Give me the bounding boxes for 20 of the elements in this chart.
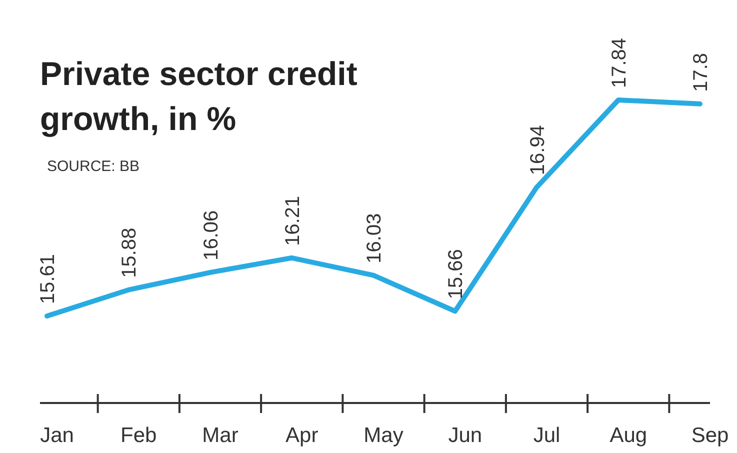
x-tick-label: Jul (533, 424, 560, 447)
x-tick-label: Feb (120, 424, 157, 447)
data-label: 16.06 (200, 210, 222, 260)
data-label: 15.61 (37, 254, 59, 304)
x-tick-label: May (364, 424, 404, 447)
data-label: 16.21 (282, 196, 304, 246)
data-label: 15.88 (118, 228, 141, 278)
x-tick-label: Jan (40, 424, 74, 447)
x-tick-label: Mar (202, 424, 238, 447)
x-tick-label: Jun (448, 424, 482, 447)
annotation: SOURCE: BB (47, 158, 140, 175)
chart-title: Private sector credit growth, in % (40, 55, 358, 137)
data-label: 16.03 (364, 213, 386, 264)
x-tick-label: Aug (610, 424, 648, 447)
data-label: 17.8 (690, 52, 712, 92)
data-label: 15.66 (445, 249, 468, 300)
x-tick-label: Sep (691, 424, 729, 447)
x-tick-label: Apr (286, 424, 318, 447)
data-label: 16.94 (526, 125, 549, 176)
data-label: 17.84 (608, 38, 630, 88)
